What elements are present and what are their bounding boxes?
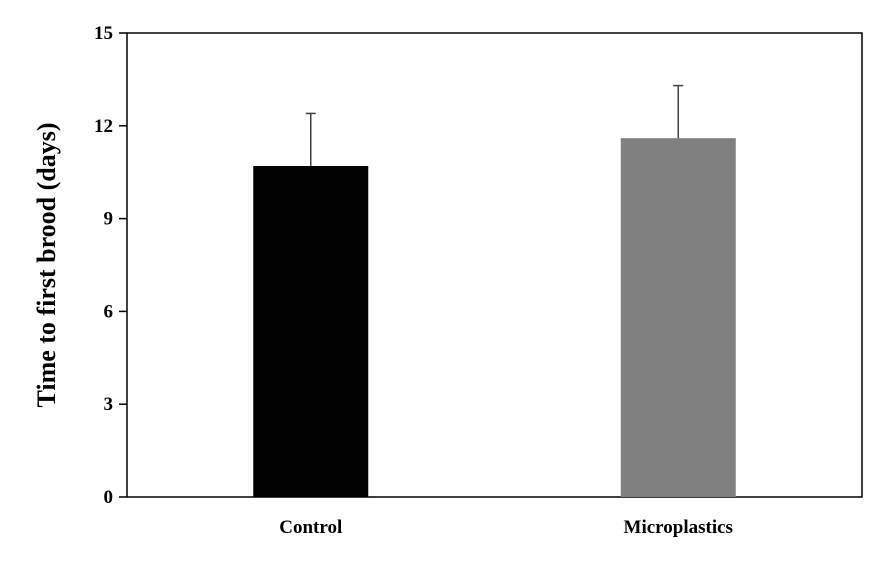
bar-control bbox=[253, 166, 369, 497]
bar-microplastics bbox=[620, 138, 736, 497]
plot-area-frame bbox=[126, 32, 863, 498]
bars-group bbox=[253, 84, 736, 497]
y-tick-label: 9 bbox=[104, 209, 114, 230]
y-axis-title: Time to first brood (days) bbox=[32, 122, 61, 407]
x-category-label: Microplastics bbox=[624, 517, 733, 538]
y-tick-label: 3 bbox=[104, 394, 114, 415]
y-tick-label: 15 bbox=[94, 23, 113, 44]
x-category-label: Control bbox=[279, 517, 342, 538]
y-tick-label: 6 bbox=[104, 301, 114, 322]
x-axis-labels: Control Microplastics bbox=[279, 517, 733, 538]
y-axis-ticks: 0 3 6 9 12 15 bbox=[94, 23, 127, 508]
y-tick-label: 0 bbox=[104, 487, 114, 508]
y-tick-label: 12 bbox=[94, 116, 113, 137]
